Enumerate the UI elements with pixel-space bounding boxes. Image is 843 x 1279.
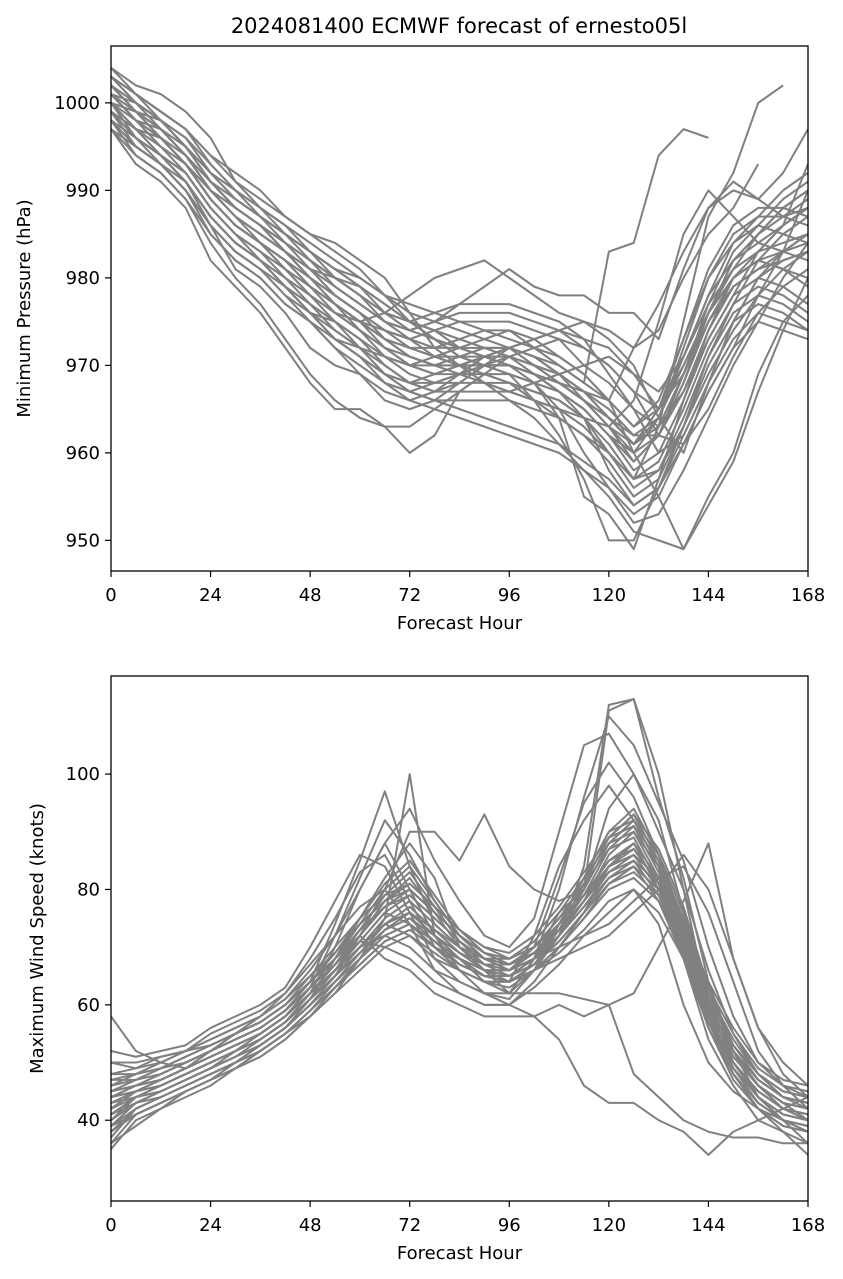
pressure-x-tick-label: 120 (592, 585, 626, 606)
wind-x-axis-label: Forecast Hour (397, 1243, 523, 1264)
pressure-x-axis: 0 24 48 72 96 120 144 168 (105, 571, 825, 606)
wind-x-tick-label: 72 (398, 1215, 421, 1236)
wind-x-tick-label: 0 (105, 1215, 116, 1236)
wind-series-group (111, 698, 808, 1156)
wind-x-tick-label: 24 (199, 1215, 222, 1236)
pressure-x-axis-label: Forecast Hour (397, 613, 523, 634)
wind-y-axis-label: Maximum Wind Speed (knots) (27, 803, 48, 1074)
wind-series-line-38 (111, 848, 808, 1110)
pressure-x-tick-label: 24 (199, 585, 222, 606)
pressure-series-line-37 (111, 93, 808, 446)
pressure-series-line-27 (111, 67, 808, 446)
pressure-x-tick-label: 168 (791, 585, 825, 606)
pressure-y-axis: 950 960 970 980 990 1000 (54, 93, 111, 551)
pressure-series-group (111, 67, 808, 551)
wind-x-tick-label: 168 (791, 1215, 825, 1236)
pressure-y-tick-label: 1000 (54, 93, 100, 114)
pressure-y-tick-label: 970 (66, 355, 100, 376)
pressure-y-tick-label: 980 (66, 268, 100, 289)
figure-title: 2024081400 ECMWF forecast of ernesto05l (231, 14, 687, 38)
pressure-series-line-36 (111, 75, 808, 428)
wind-y-tick-label: 80 (77, 879, 100, 900)
wind-series-line-35 (111, 888, 808, 1145)
wind-y-tick-label: 100 (66, 764, 100, 785)
pressure-x-tick-label: 0 (105, 585, 116, 606)
pressure-y-tick-label: 990 (66, 180, 100, 201)
pressure-y-axis-label: Minimum Pressure (hPa) (14, 199, 35, 417)
pressure-x-tick-label: 48 (299, 585, 322, 606)
wind-x-tick-label: 120 (592, 1215, 626, 1236)
pressure-x-tick-label: 72 (398, 585, 421, 606)
wind-plot-frame (110, 675, 809, 1202)
wind-x-tick-label: 96 (498, 1215, 521, 1236)
pressure-x-tick-label: 96 (498, 585, 521, 606)
pressure-x-tick-label: 144 (691, 585, 725, 606)
pressure-plot-frame (110, 45, 809, 572)
pressure-series-line-30 (111, 110, 808, 507)
wind-y-tick-label: 40 (77, 1110, 100, 1131)
pressure-series-line-38 (111, 110, 808, 463)
pressure-y-tick-label: 950 (66, 530, 100, 551)
wind-x-tick-label: 48 (299, 1215, 322, 1236)
wind-y-axis: 40 60 80 100 (66, 764, 111, 1131)
pressure-panel: 0 24 48 72 96 120 144 168 950 960 970 980 990 1000 F… (14, 45, 825, 634)
wind-panel: 0 24 48 72 96 120 144 168 40 60 80 100 Forecast Ho… (27, 675, 825, 1264)
wind-series-line-36 (111, 853, 808, 1116)
wind-y-tick-label: 60 (77, 995, 100, 1016)
pressure-y-tick-label: 960 (66, 443, 100, 464)
wind-x-axis: 0 24 48 72 96 120 144 168 (105, 1201, 825, 1236)
wind-x-tick-label: 144 (691, 1215, 725, 1236)
